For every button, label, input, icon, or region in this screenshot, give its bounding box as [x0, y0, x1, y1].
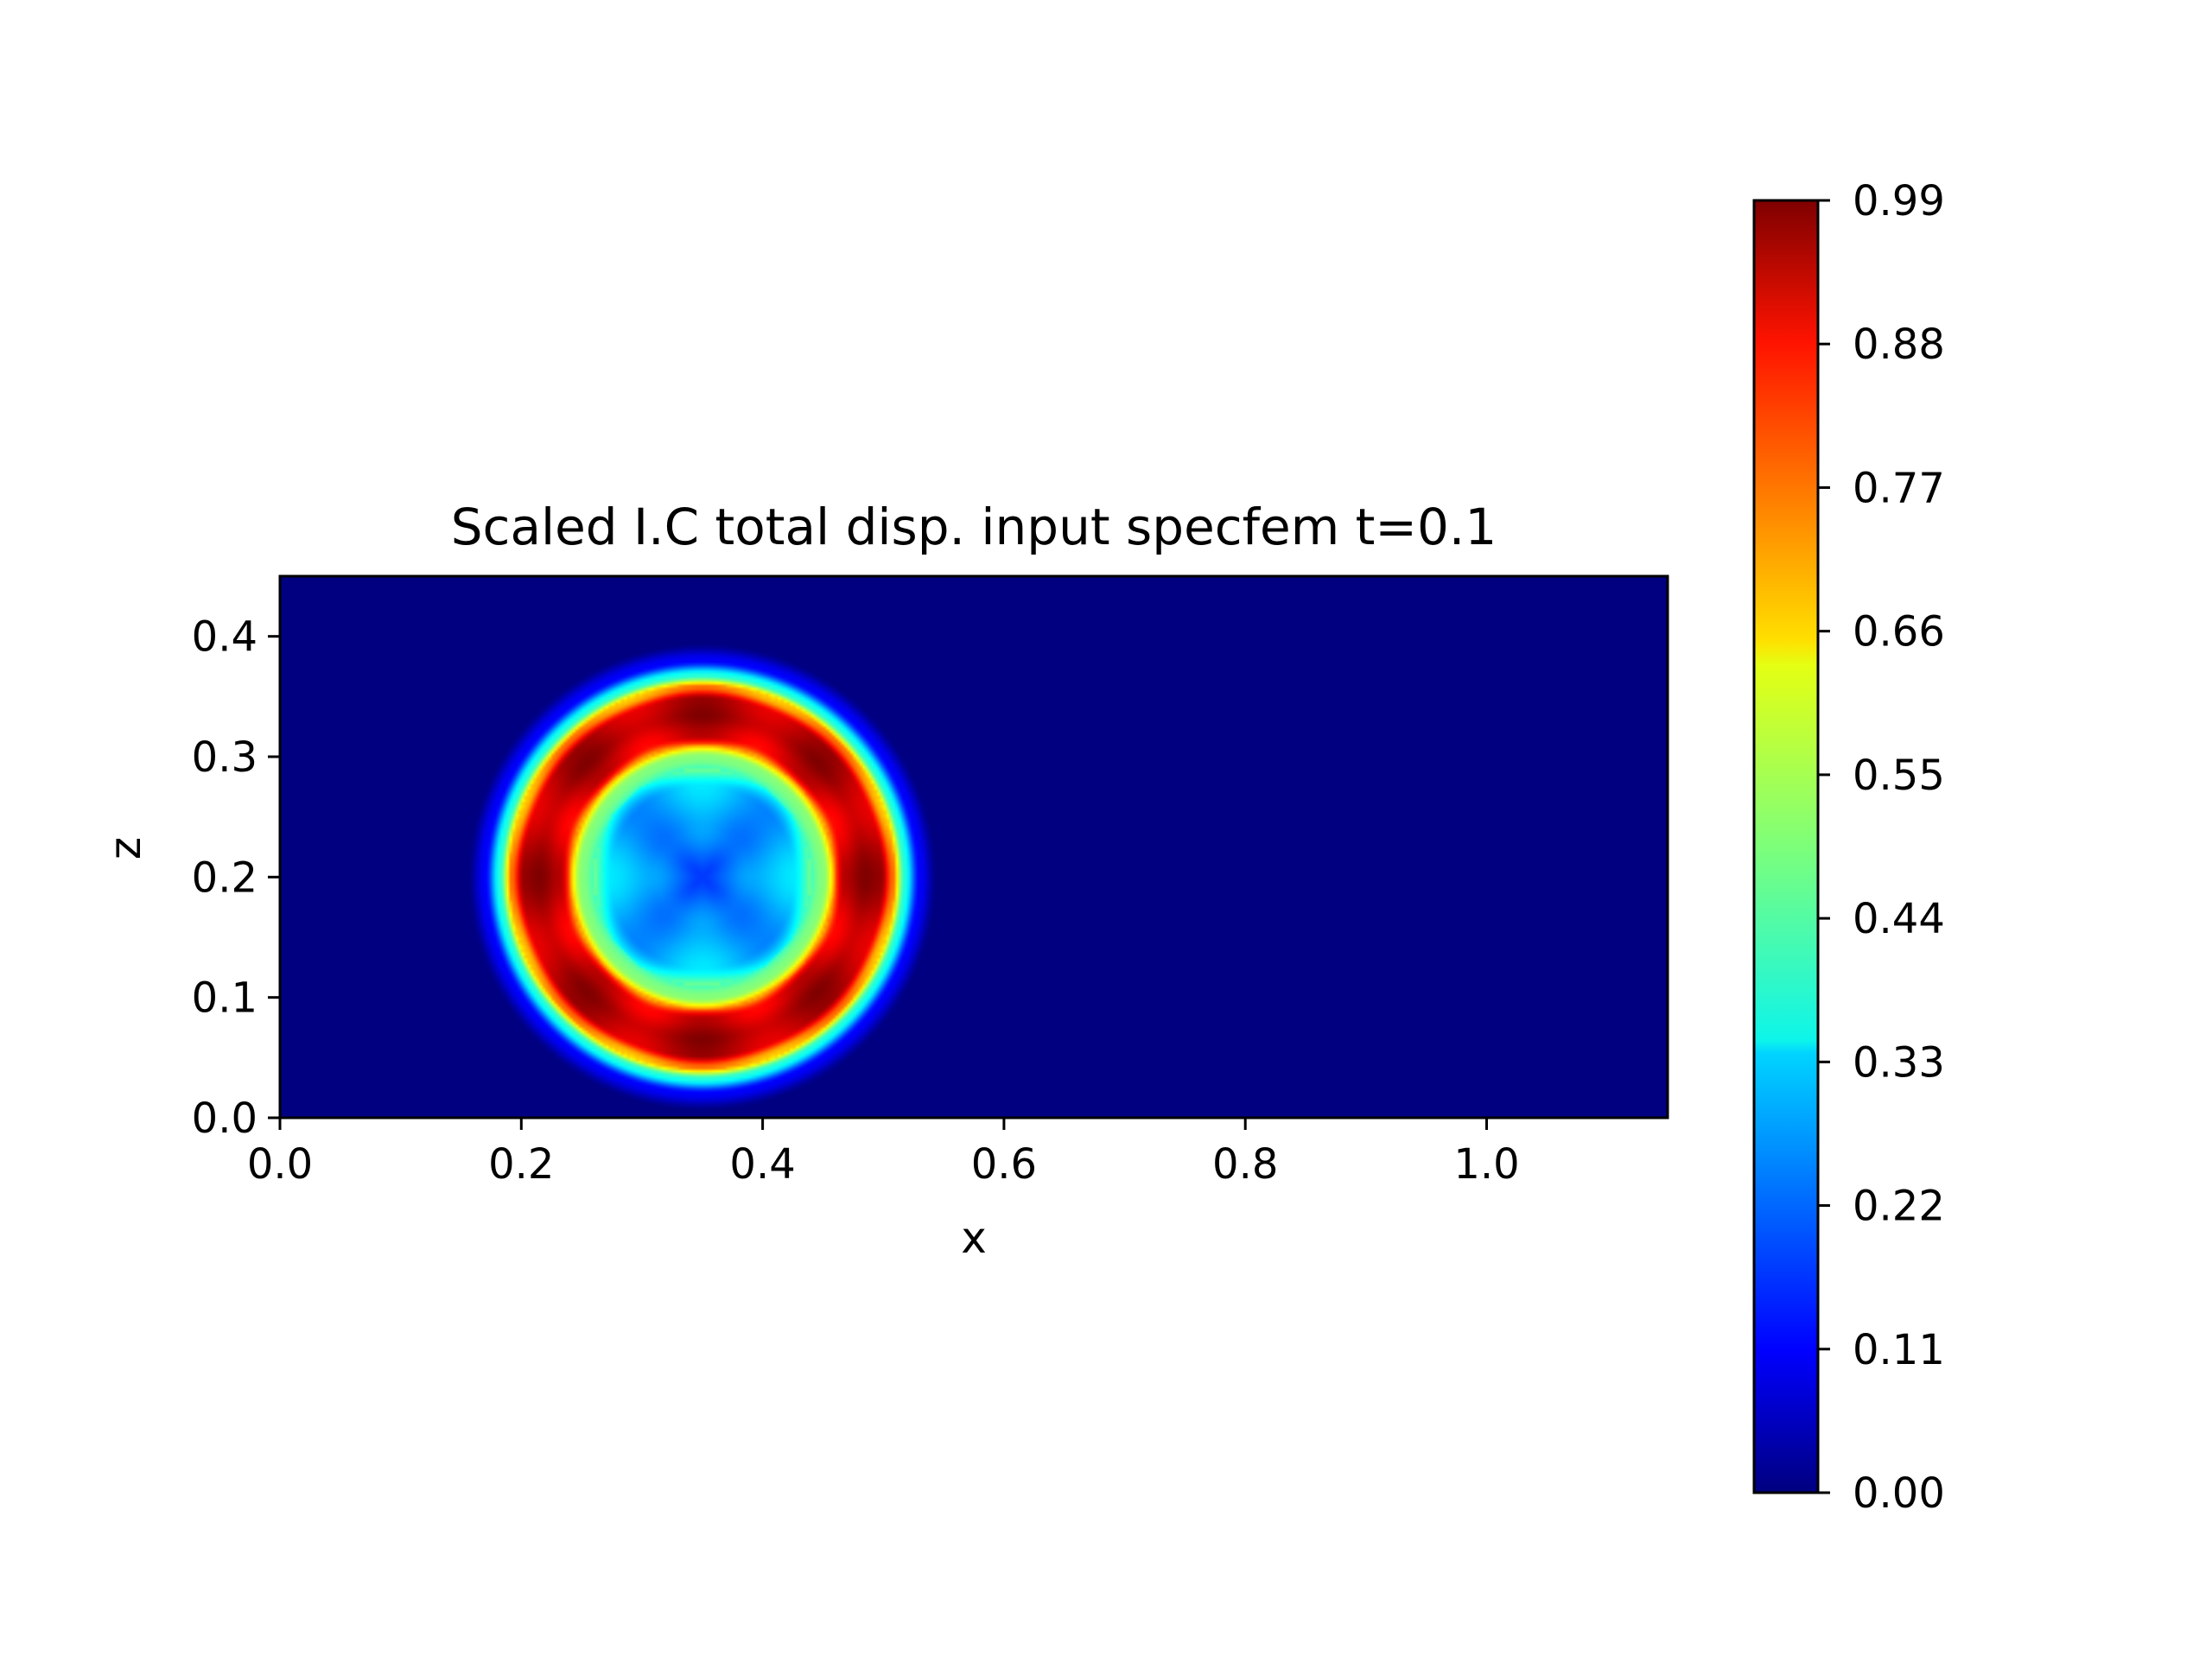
x-tick-label: 0.2 — [488, 1140, 554, 1189]
y-axis-ticks: 0.0 0.1 0.2 0.3 0.4 — [192, 613, 280, 1143]
colorbar-tick-label: 0.33 — [1853, 1038, 1945, 1087]
colorbar-tick-label: 0.44 — [1853, 895, 1945, 943]
y-tick-label: 0.1 — [192, 974, 257, 1023]
chart-title: Scaled I.C total disp. input specfem t=0… — [451, 498, 1497, 556]
x-axis-ticks: 0.0 0.2 0.4 0.6 0.8 1.0 — [247, 1118, 1520, 1189]
x-axis-label: x — [961, 1213, 987, 1263]
colorbar-tick-label: 0.00 — [1853, 1469, 1945, 1518]
x-tick-label: 0.8 — [1212, 1140, 1278, 1189]
colorbar-ticks: 0.00 0.11 0.22 0.33 0.44 0.55 0.66 0.77 0.88 0.99 — [1818, 177, 1945, 1518]
colorbar-tick-label: 0.66 — [1853, 608, 1945, 657]
colorbar-tick-label: 0.11 — [1853, 1326, 1945, 1374]
heatmap-image — [280, 576, 1668, 1118]
plot-frame — [278, 574, 1669, 1120]
x-tick-label: 0.0 — [247, 1140, 313, 1189]
y-tick-label: 0.4 — [192, 613, 257, 662]
y-tick-label: 0.3 — [192, 733, 257, 782]
y-axis-label: z — [100, 837, 150, 860]
colorbar-tick-label: 0.22 — [1853, 1183, 1945, 1231]
colorbar — [1752, 199, 1820, 1494]
colorbar-tick-label: 0.77 — [1853, 464, 1945, 512]
colorbar-tick-label: 0.99 — [1853, 177, 1945, 225]
x-tick-label: 0.4 — [729, 1140, 795, 1189]
y-tick-label: 0.0 — [192, 1094, 257, 1143]
colorbar-tick-label: 0.88 — [1853, 320, 1945, 369]
x-tick-label: 1.0 — [1453, 1140, 1519, 1189]
y-tick-label: 0.2 — [192, 853, 257, 902]
colorbar-tick-label: 0.55 — [1853, 752, 1945, 800]
x-tick-label: 0.6 — [971, 1140, 1037, 1189]
heatmap-plot-area — [280, 576, 1668, 1118]
